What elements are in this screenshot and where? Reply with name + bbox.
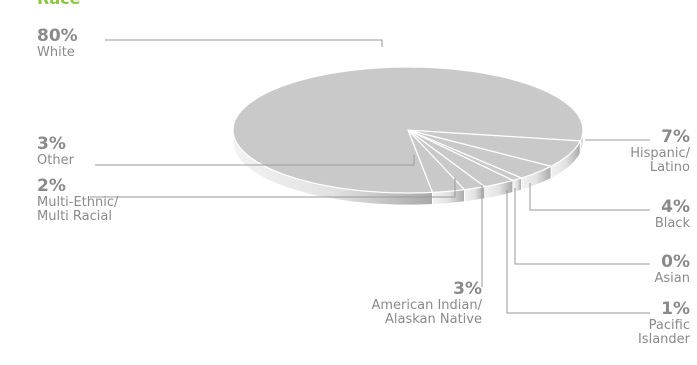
value-label: 4% [661,197,690,217]
pie-slice [232,66,584,194]
category-label: Asian [654,271,690,286]
pie-slice [407,129,553,179]
leader-line [95,155,415,166]
category-label: Other [37,153,74,168]
value-label: 1% [661,299,690,319]
value-label: 3% [453,279,482,299]
leader-line [506,190,650,314]
category-label: Hispanic/ Latino [630,146,690,175]
leader-line [514,188,650,265]
category-label: Multi-Ethnic/ Multi Racial [37,195,119,224]
pie-slice [407,129,466,194]
slice-label: 3% American Indian/ Alaskan Native [371,280,482,327]
slice-label: 2% Multi-Ethnic/ Multi Racial [37,177,118,224]
slice-label: 0% Asian [655,253,690,286]
leader-line [90,178,456,198]
chart-title: Race [37,0,80,8]
slice-label: 7% Hispanic/ Latino [630,128,690,175]
category-label: American Indian/ Alaskan Native [371,298,482,327]
leader-line [105,39,383,47]
value-label: 80% [37,26,78,46]
value-label: 0% [661,252,690,272]
value-label: 2% [37,176,66,196]
value-label: 3% [37,134,66,154]
pie-slice [407,129,582,167]
slice-label: 1% Pacific Islander [638,300,690,347]
slice-label: 4% Black [655,198,690,231]
slice-label: 80% White [37,27,78,60]
leader-line [529,183,650,211]
pie-slice [407,129,515,188]
category-label: White [37,45,75,60]
category-label: Pacific Islander [637,318,690,347]
slice-label: 3% Other [37,135,74,168]
category-label: Black [654,216,690,231]
value-label: 7% [661,127,690,147]
